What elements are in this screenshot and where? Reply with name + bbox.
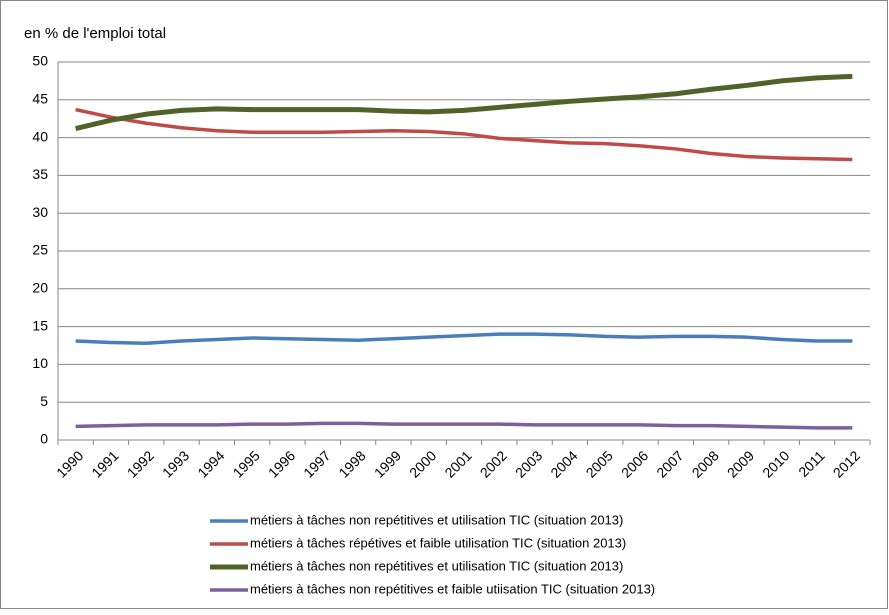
y-tick-label: 20 [32,280,48,296]
y-tick-label: 25 [32,242,48,258]
y-axis-title: en % de l'emploi total [24,25,166,42]
y-tick-label: 15 [32,317,48,333]
y-tick-label: 5 [40,393,48,409]
legend-label: métiers à tâches non repétitives et util… [250,558,623,573]
series-line [75,421,853,430]
series-line [75,73,853,131]
y-tick-label: 10 [32,355,48,371]
y-tick-label: 40 [32,128,48,144]
legend-label: métiers à tâches non repétitives et faib… [250,581,655,596]
y-tick-label: 50 [32,53,48,69]
legend-label: métiers à tâches répétives et faible uti… [250,535,626,550]
series-line [75,107,853,162]
y-tick-label: 0 [40,431,48,447]
y-tick-label: 30 [32,204,48,220]
y-tick-label: 45 [32,91,48,107]
legend-label: métiers à tâches non repétitives et util… [250,512,623,527]
y-tick-label: 35 [32,166,48,182]
series-line [75,332,853,345]
